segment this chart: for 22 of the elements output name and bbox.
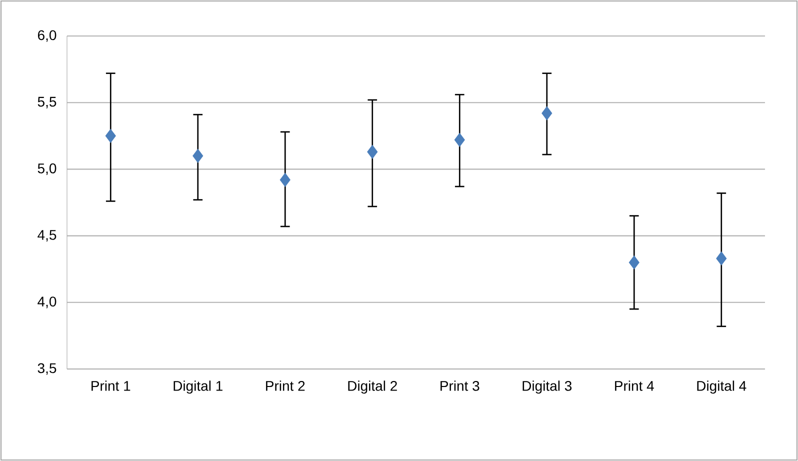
point: [628, 256, 640, 270]
x-tick-label: Print 1: [92, 380, 130, 391]
point: [542, 106, 552, 120]
point: [716, 252, 727, 266]
x-tick-label: Print 2: [266, 380, 305, 391]
x-tick-label: Print 3: [440, 380, 480, 391]
x-tick-label: Digital 3: [522, 380, 572, 394]
point: [105, 128, 116, 143]
x-tick-label: Print 4: [615, 380, 654, 391]
point: [192, 148, 204, 163]
y-tick-label: 6,0: [38, 30, 56, 42]
point: [280, 172, 290, 187]
x-tick-label: Digital 1: [174, 380, 222, 394]
y-tick-label: 4,0: [38, 296, 56, 308]
y-tick-label: 4,5: [38, 230, 56, 242]
point: [454, 132, 465, 147]
point: [367, 144, 378, 159]
y-tick-label: 5,0: [38, 163, 56, 175]
x-tick-label: Digital 2: [348, 380, 397, 394]
x-tick-label: Digital 4: [697, 380, 746, 394]
y-tick-label: 5,5: [38, 96, 56, 108]
y-tick-label: 3,5: [38, 363, 56, 375]
